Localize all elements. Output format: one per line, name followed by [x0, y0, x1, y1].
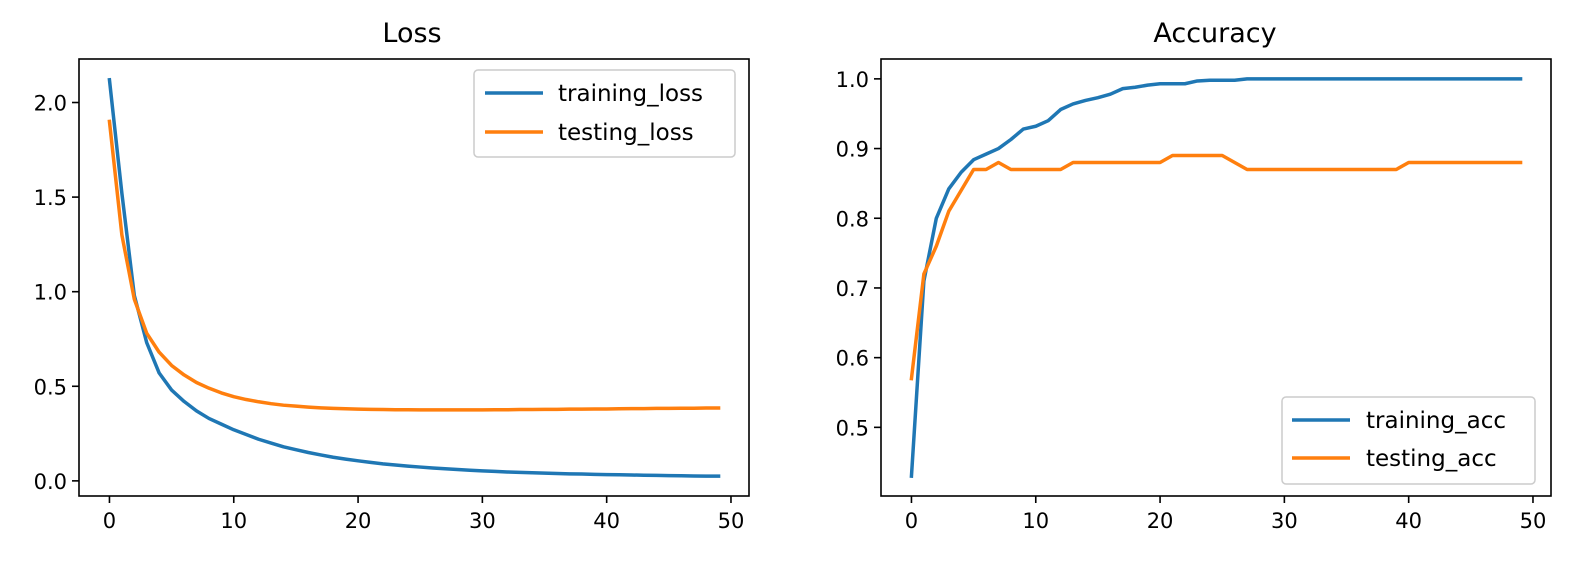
loss-xtick-label: 20 — [345, 509, 372, 533]
accuracy-ytick-label: 1.0 — [836, 68, 869, 92]
loss-legend-label-training: training_loss — [558, 81, 703, 107]
loss-ytick-label: 1.0 — [34, 281, 67, 305]
loss-ytick-label: 1.5 — [34, 186, 67, 210]
loss-chart-title: Loss — [382, 18, 441, 49]
accuracy-xtick-label: 50 — [1520, 509, 1547, 533]
accuracy-axes-frame — [880, 58, 1552, 497]
accuracy-legend-label-testing: testing_acc — [1366, 446, 1497, 472]
accuracy-chart-title: Accuracy — [1153, 18, 1276, 49]
loss-legend: training_loss testing_loss — [473, 69, 736, 158]
accuracy-ytick-label: 0.8 — [836, 207, 869, 231]
accuracy-legend-label-training: training_acc — [1366, 408, 1506, 434]
loss-ytick-label: 0.5 — [34, 375, 67, 399]
accuracy-xtick-label: 10 — [1022, 509, 1049, 533]
loss-series-training-loss — [107, 77, 721, 478]
loss-axis-ticks: 0 10 20 30 40 50 0.0 0.5 1.0 1.5 2.0 — [34, 92, 745, 533]
loss-series-testing-loss — [107, 119, 721, 412]
loss-series-group — [107, 77, 721, 478]
accuracy-series-training-acc — [909, 77, 1523, 478]
accuracy-ytick-label: 0.6 — [836, 347, 869, 371]
accuracy-series-group — [909, 77, 1523, 478]
loss-xtick-label: 30 — [469, 509, 496, 533]
accuracy-legend: training_acc testing_acc — [1281, 396, 1536, 485]
loss-xtick-label: 50 — [718, 509, 745, 533]
loss-xtick-label: 0 — [103, 509, 116, 533]
accuracy-xtick-label: 30 — [1271, 509, 1298, 533]
accuracy-ytick-label: 0.9 — [836, 138, 869, 162]
accuracy-chart: Accuracy 0 10 20 30 40 50 0.5 0.6 0.7 0.8 0.9 1.0 t… — [836, 18, 1552, 533]
loss-chart: Loss 0 10 20 30 40 50 0.0 0.5 1.0 1.5 2.0 training… — [34, 18, 750, 533]
loss-ytick-label: 2.0 — [34, 92, 67, 116]
accuracy-axis-ticks: 0 10 20 30 40 50 0.5 0.6 0.7 0.8 0.9 1.0 — [836, 68, 1547, 533]
accuracy-xtick-label: 20 — [1147, 509, 1174, 533]
loss-axes-frame — [78, 58, 750, 497]
loss-xtick-label: 40 — [593, 509, 620, 533]
loss-legend-label-testing: testing_loss — [558, 120, 694, 146]
accuracy-xtick-label: 0 — [905, 509, 918, 533]
accuracy-series-testing-acc — [909, 153, 1523, 381]
loss-xtick-label: 10 — [220, 509, 247, 533]
loss-ytick-label: 0.0 — [34, 470, 67, 494]
accuracy-ytick-label: 0.7 — [836, 277, 869, 301]
accuracy-ytick-label: 0.5 — [836, 416, 869, 440]
accuracy-xtick-label: 40 — [1395, 509, 1422, 533]
